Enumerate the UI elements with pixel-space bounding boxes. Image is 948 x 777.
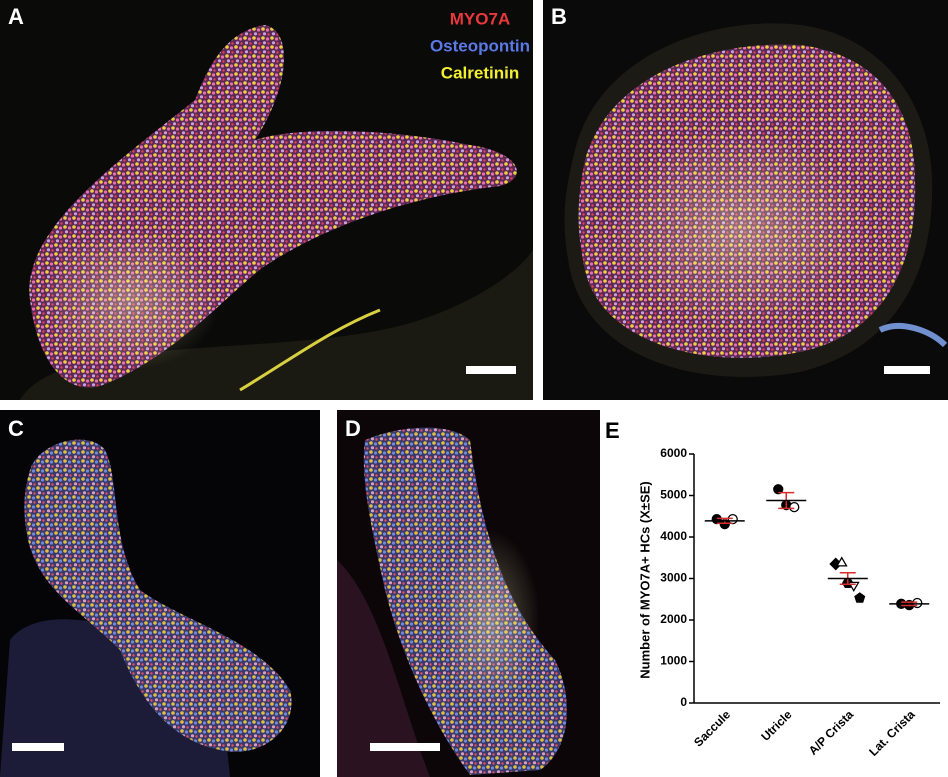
scale-bar bbox=[370, 743, 440, 751]
panel-label: C bbox=[8, 416, 24, 441]
legend-text: Osteopontin bbox=[430, 36, 530, 55]
chart: E Number of MYO7A+ HCs (X±SE) 0 1000 2000 3… bbox=[605, 418, 940, 759]
panel-c: C bbox=[0, 410, 320, 777]
x-tick-label: Saccule bbox=[691, 707, 733, 749]
panel-label: A bbox=[8, 4, 24, 29]
tissue-shadow bbox=[337, 560, 430, 777]
y-tick-label: 5000 bbox=[660, 488, 687, 502]
panel-a: A MYO7A Osteopontin Calretinin bbox=[0, 0, 533, 400]
panel-label: E bbox=[605, 418, 620, 443]
panel-b: B bbox=[543, 0, 948, 400]
y-tick-label: 0 bbox=[680, 695, 687, 709]
x-tick-label: Utricle bbox=[758, 707, 795, 744]
scale-bar bbox=[884, 366, 930, 374]
data-point bbox=[789, 501, 800, 513]
data-point bbox=[727, 514, 738, 525]
panel-d: D bbox=[337, 410, 600, 777]
tissue-highlight bbox=[440, 530, 540, 710]
scale-bar bbox=[466, 366, 516, 374]
fiber bbox=[239, 308, 381, 392]
data-point bbox=[854, 592, 866, 603]
data-point bbox=[773, 484, 784, 495]
y-axis-title: Number of MYO7A+ HCs (X±SE) bbox=[637, 481, 652, 678]
debris bbox=[878, 323, 948, 348]
legend-text: Calretinin bbox=[441, 63, 519, 82]
panel-label: B bbox=[551, 4, 567, 29]
scale-bar bbox=[12, 743, 64, 751]
y-tick-label: 3000 bbox=[660, 571, 687, 585]
y-tick-label: 4000 bbox=[660, 529, 687, 543]
data-point bbox=[711, 514, 722, 525]
x-tick-label: Lat. Crista bbox=[866, 707, 918, 759]
data-point bbox=[835, 556, 848, 567]
panel-label: D bbox=[345, 416, 361, 441]
y-tick-label: 1000 bbox=[660, 654, 687, 668]
tissue bbox=[24, 439, 292, 752]
legend-text: MYO7A bbox=[450, 9, 510, 28]
y-tick-label: 2000 bbox=[660, 612, 687, 626]
tissue-highlight bbox=[610, 130, 870, 330]
y-tick-label: 6000 bbox=[660, 446, 687, 460]
x-tick-label: A/P Crista bbox=[806, 707, 857, 758]
tissue-highlight bbox=[40, 230, 220, 370]
